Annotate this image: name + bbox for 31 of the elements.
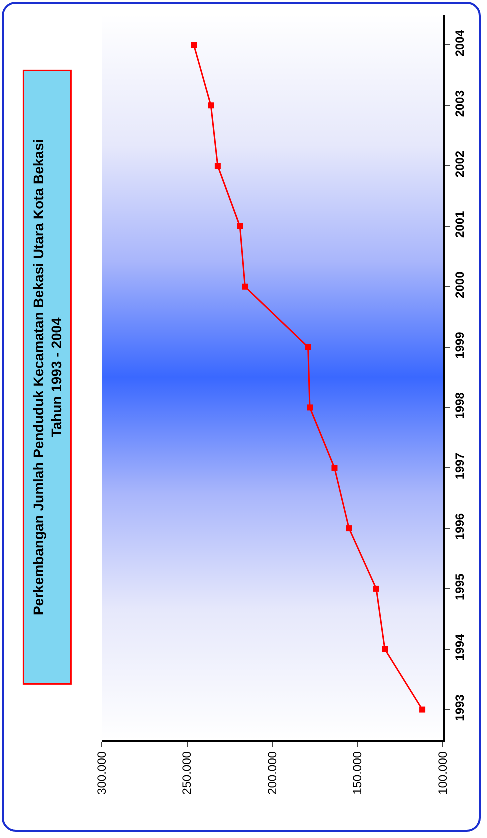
x-tick-label: 150.000 (350, 751, 365, 795)
x-tick-label: 250.000 (180, 751, 194, 795)
point (307, 404, 314, 411)
point (191, 42, 198, 48)
y-tick-label: 1994 (453, 634, 468, 661)
y-tick-label: 1995 (453, 573, 468, 601)
y-tick-label: 1993 (453, 694, 468, 722)
y-tick-label: 2004 (453, 30, 468, 57)
point (237, 223, 244, 230)
x-tick-label: 100.000 (436, 751, 450, 795)
point (305, 344, 312, 350)
point (420, 706, 426, 713)
y-tick-label: 2003 (453, 90, 468, 118)
point (214, 163, 221, 170)
text: Perkembangan Jumlah Penduduk Kecamatan Bekasi Utara Kota Bekasi (30, 139, 46, 616)
x-tick-label: 200.000 (265, 751, 280, 795)
y-tick-label: 2002 (453, 150, 468, 178)
y-tick-label: 2001 (453, 210, 468, 238)
point (346, 526, 352, 532)
text: Tahun 1993 - 2004 (48, 317, 65, 438)
point (208, 102, 214, 109)
point (382, 646, 388, 652)
point (374, 586, 380, 592)
y-tick-label: 2000 (453, 271, 468, 298)
point (242, 284, 248, 290)
y-tick-label: 1998 (453, 392, 468, 420)
x-tick-label: 300.000 (94, 751, 109, 795)
y-tick-label: 1997 (453, 452, 468, 480)
y-tick-label: 1996 (453, 513, 468, 540)
y-tick-label: 1999 (453, 332, 468, 359)
point (332, 465, 338, 472)
